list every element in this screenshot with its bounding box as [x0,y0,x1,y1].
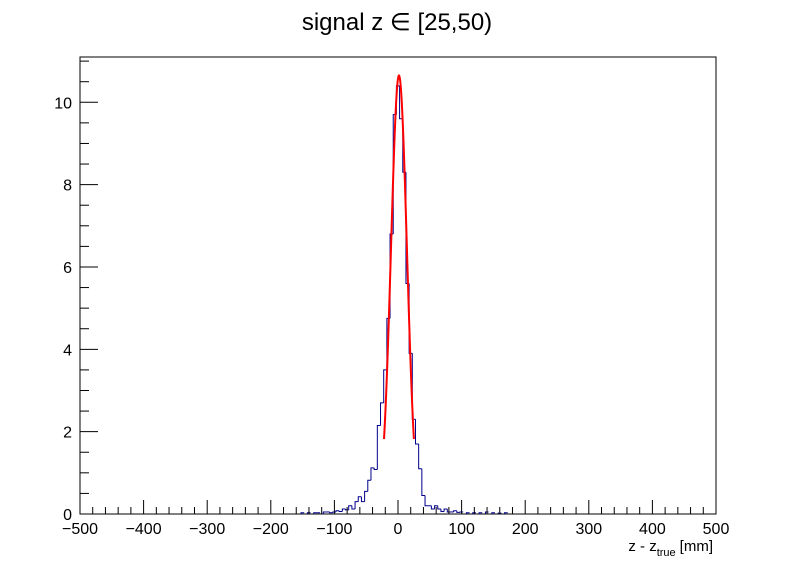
histogram-bin [354,501,359,510]
histogram-bin [373,467,378,471]
histogram-bin [364,490,368,502]
histogram-bin [332,511,336,513]
x-axis-label-subscript: true [657,547,676,559]
x-tick-label: −400 [126,521,162,538]
histogram-bin [335,510,340,512]
histogram-bin [348,505,352,510]
y-tick-label: 2 [63,425,72,442]
histogram-bin [484,511,489,514]
x-tick-label: −100 [316,521,352,538]
histogram-bin [380,402,384,426]
histogram-bin [322,511,327,514]
x-axis-label: z - ztrue [mm] [628,538,713,559]
histogram-bin [313,512,317,514]
y-tick-label: 10 [54,95,72,112]
x-tick-label: 200 [512,521,539,538]
histogram-bin [421,468,426,496]
histogram-bin [370,467,375,481]
x-tick-label: 400 [639,521,666,538]
histogram-bin [367,479,371,492]
chart-title: signal z ∈ [25,50) [302,9,492,36]
histogram-bin [329,511,333,514]
x-tick-label: −500 [62,521,98,538]
histogram-bin [345,509,349,511]
histogram-bin [376,424,381,470]
gaussian-fit-curve [383,74,415,440]
y-tick-label: 6 [63,260,72,277]
histogram-bin [465,512,470,514]
histogram-bin [491,512,495,514]
histogram-bin [443,508,448,512]
x-axis-label-main: z - z [628,538,656,555]
histogram-bin [306,512,311,514]
histogram-bin [446,509,451,513]
fit-curve-layer [383,74,415,440]
histogram-bin [341,508,346,512]
x-tick-label: 0 [394,521,403,538]
histogram-bin [338,510,343,513]
histogram-bin [414,419,419,445]
histogram-bin [424,495,429,507]
histogram-bin [300,512,305,514]
histogram-bin [383,369,387,403]
histogram-bin [456,510,461,513]
x-axis: −500 −400 −300 −200 −100 0 100 200 300 400 500 [62,500,729,538]
x-tick-label: 500 [703,521,730,538]
x-tick-label: −300 [189,521,225,538]
histogram-bin [434,505,438,510]
x-axis-label-unit: [mm] [680,538,713,555]
histogram-bin [440,509,445,513]
x-tick-label: −200 [253,521,289,538]
y-axis: 0 2 4 6 8 10 [54,60,98,524]
histogram-bin [497,512,502,514]
histogram-bin [478,512,483,514]
y-tick-label: 4 [63,342,72,359]
histogram-bin [437,505,441,510]
histogram-bin [357,496,362,502]
histogram-bin [472,512,476,514]
y-tick-label: 0 [63,507,72,524]
histogram-bin [504,512,508,514]
histogram-bin [360,496,365,503]
histogram-bin [430,505,435,510]
x-tick-label: 100 [448,521,475,538]
histogram-bin [453,510,457,512]
histogram-bin [351,505,356,510]
histogram-bin [418,444,422,470]
y-tick-label: 8 [63,178,72,195]
x-tick-label: 300 [575,521,602,538]
